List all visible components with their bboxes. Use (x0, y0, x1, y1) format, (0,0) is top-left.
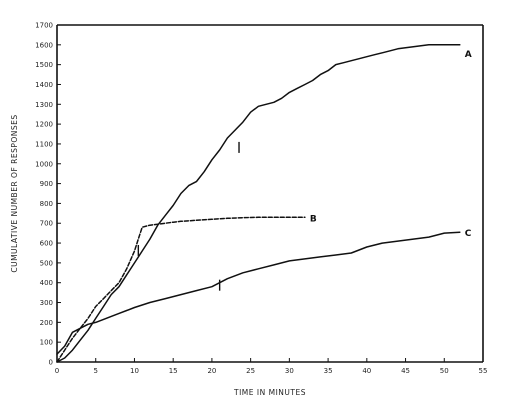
series-label-a: A (465, 50, 472, 60)
x-tick-label: 0 (55, 367, 59, 375)
x-tick-label: 55 (479, 367, 488, 375)
y-tick-label: 400 (40, 279, 53, 287)
x-tick-label: 40 (362, 367, 371, 375)
series-line-a (56, 44, 461, 363)
x-tick-label: 5 (93, 367, 97, 375)
axes (56, 24, 484, 363)
x-axis-label: TIME IN MINUTES (233, 388, 306, 397)
y-tick-label: 100 (40, 339, 53, 347)
series-line-b (56, 216, 306, 363)
series-group (56, 44, 461, 363)
x-tick-label: 50 (440, 367, 449, 375)
y-tick-label: 1700 (35, 22, 53, 30)
y-tick-label: 1300 (35, 101, 53, 109)
series-labels: A B C (310, 50, 472, 239)
x-tick-label: 10 (130, 367, 139, 375)
series-label-b: B (310, 214, 317, 224)
x-tick-label: 20 (207, 367, 216, 375)
series-label-c: C (465, 229, 472, 239)
y-tick-label: 700 (40, 220, 53, 228)
x-tick-label: 25 (246, 367, 255, 375)
y-tick-label: 1200 (35, 121, 53, 129)
y-tick-label: 1400 (35, 81, 53, 89)
y-tick-label: 1600 (35, 41, 53, 49)
y-tick-label: 900 (40, 180, 53, 188)
x-tick-label: 35 (324, 367, 333, 375)
y-tick-label: 1100 (35, 140, 53, 148)
x-tick-label: 30 (285, 367, 294, 375)
y-axis-ticks: 0 100 200 300 400 500 600 700 800 900 1000 1100 1200… (35, 22, 61, 367)
y-tick-label: 500 (40, 259, 53, 267)
y-tick-label: 300 (40, 299, 53, 307)
y-tick-label: 200 (40, 319, 53, 327)
y-tick-label: 600 (40, 240, 53, 248)
y-tick-label: 0 (49, 359, 53, 367)
x-tick-label: 15 (169, 367, 178, 375)
y-tick-label: 1500 (35, 61, 53, 69)
y-tick-label: 800 (40, 200, 53, 208)
y-tick-label: 1000 (35, 160, 53, 168)
y-axis-label: CUMULATIVE NUMBER OF RESPONSES (10, 114, 19, 272)
x-tick-label: 45 (401, 367, 410, 375)
x-axis-ticks: 0 5 10 15 20 25 30 35 40 45 50 55 (55, 358, 488, 375)
